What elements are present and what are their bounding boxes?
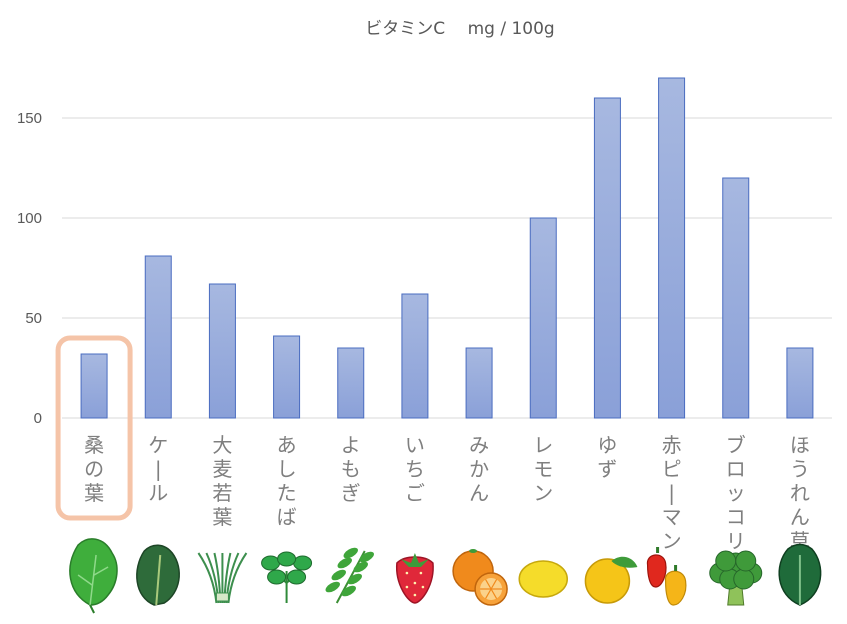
bar xyxy=(144,255,172,419)
spinach-icon xyxy=(778,543,822,606)
y-tick-label: 150 xyxy=(17,110,42,127)
bar xyxy=(529,217,557,419)
category-label: ほうれん草 xyxy=(790,433,810,553)
category-label: 大麦若葉 xyxy=(212,433,232,529)
mulberry-leaf-icon xyxy=(69,538,118,614)
highlight-box xyxy=(55,335,133,521)
kale-icon xyxy=(136,544,180,606)
ashitaba-icon xyxy=(261,551,313,603)
y-tick-label: 100 xyxy=(17,210,42,227)
red-pepper-icon xyxy=(646,547,687,606)
bar xyxy=(401,293,429,419)
bar xyxy=(786,347,814,419)
lemon-icon xyxy=(518,560,568,598)
chart-title: ビタミンC mg / 100g xyxy=(365,19,554,39)
category-label: よもぎ xyxy=(341,433,361,505)
bar xyxy=(337,347,365,419)
y-tick-label: 50 xyxy=(25,310,42,327)
bar xyxy=(208,283,236,419)
category-label: みかん xyxy=(469,433,489,505)
strawberry-icon xyxy=(396,553,434,604)
mugwort-icon xyxy=(325,547,374,604)
yuzu-icon xyxy=(584,556,638,604)
broccoli-icon xyxy=(709,550,763,606)
category-label: 桑の葉 xyxy=(84,433,104,505)
category-label: いちご xyxy=(405,433,425,505)
category-label: 赤ピ|マン xyxy=(662,433,682,553)
category-label: レモン xyxy=(533,433,553,505)
barley-grass-icon xyxy=(197,552,248,604)
bar xyxy=(722,177,750,419)
category-label: ケ|ル xyxy=(148,433,168,505)
bar xyxy=(465,347,493,419)
bar xyxy=(273,335,301,419)
category-label: あしたば xyxy=(277,433,297,529)
y-tick-label: 0 xyxy=(34,410,42,427)
bar xyxy=(593,97,621,419)
bar xyxy=(80,353,108,419)
bar xyxy=(658,77,686,419)
category-label: ゆず xyxy=(597,433,617,481)
mandarin-orange-icon xyxy=(452,549,508,606)
